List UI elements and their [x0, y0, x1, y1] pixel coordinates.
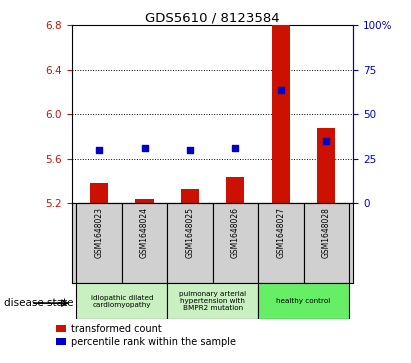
Legend: transformed count, percentile rank within the sample: transformed count, percentile rank withi… [56, 324, 236, 347]
Bar [76, 283, 167, 319]
Bar [181, 189, 199, 203]
Bar [167, 283, 258, 319]
Bar [317, 128, 335, 203]
Text: GSM1648026: GSM1648026 [231, 207, 240, 258]
Text: pulmonary arterial
hypertension with
BMPR2 mutation: pulmonary arterial hypertension with BMP… [179, 291, 246, 311]
Bar [167, 203, 213, 283]
Text: disease state: disease state [4, 298, 74, 308]
Bar [213, 203, 258, 283]
Text: GSM1648023: GSM1648023 [95, 207, 104, 258]
Bar [258, 283, 349, 319]
Point [232, 145, 239, 151]
Bar [122, 203, 167, 283]
Text: idiopathic dilated
cardiomyopathy: idiopathic dilated cardiomyopathy [90, 295, 153, 308]
Text: healthy control: healthy control [276, 298, 330, 304]
Bar [76, 203, 122, 283]
Point [323, 138, 330, 144]
Text: GSM1648025: GSM1648025 [185, 207, 194, 258]
Bar [272, 24, 290, 203]
Bar [136, 199, 154, 203]
Text: GSM1648027: GSM1648027 [276, 207, 285, 258]
Bar [90, 183, 108, 203]
Point [96, 147, 102, 153]
Title: GDS5610 / 8123584: GDS5610 / 8123584 [145, 11, 280, 24]
Text: GSM1648028: GSM1648028 [322, 207, 331, 258]
Text: GSM1648024: GSM1648024 [140, 207, 149, 258]
Point [187, 147, 193, 153]
Bar [303, 203, 349, 283]
Point [277, 87, 284, 93]
Bar [226, 176, 245, 203]
Point [141, 145, 148, 151]
Bar [258, 203, 303, 283]
